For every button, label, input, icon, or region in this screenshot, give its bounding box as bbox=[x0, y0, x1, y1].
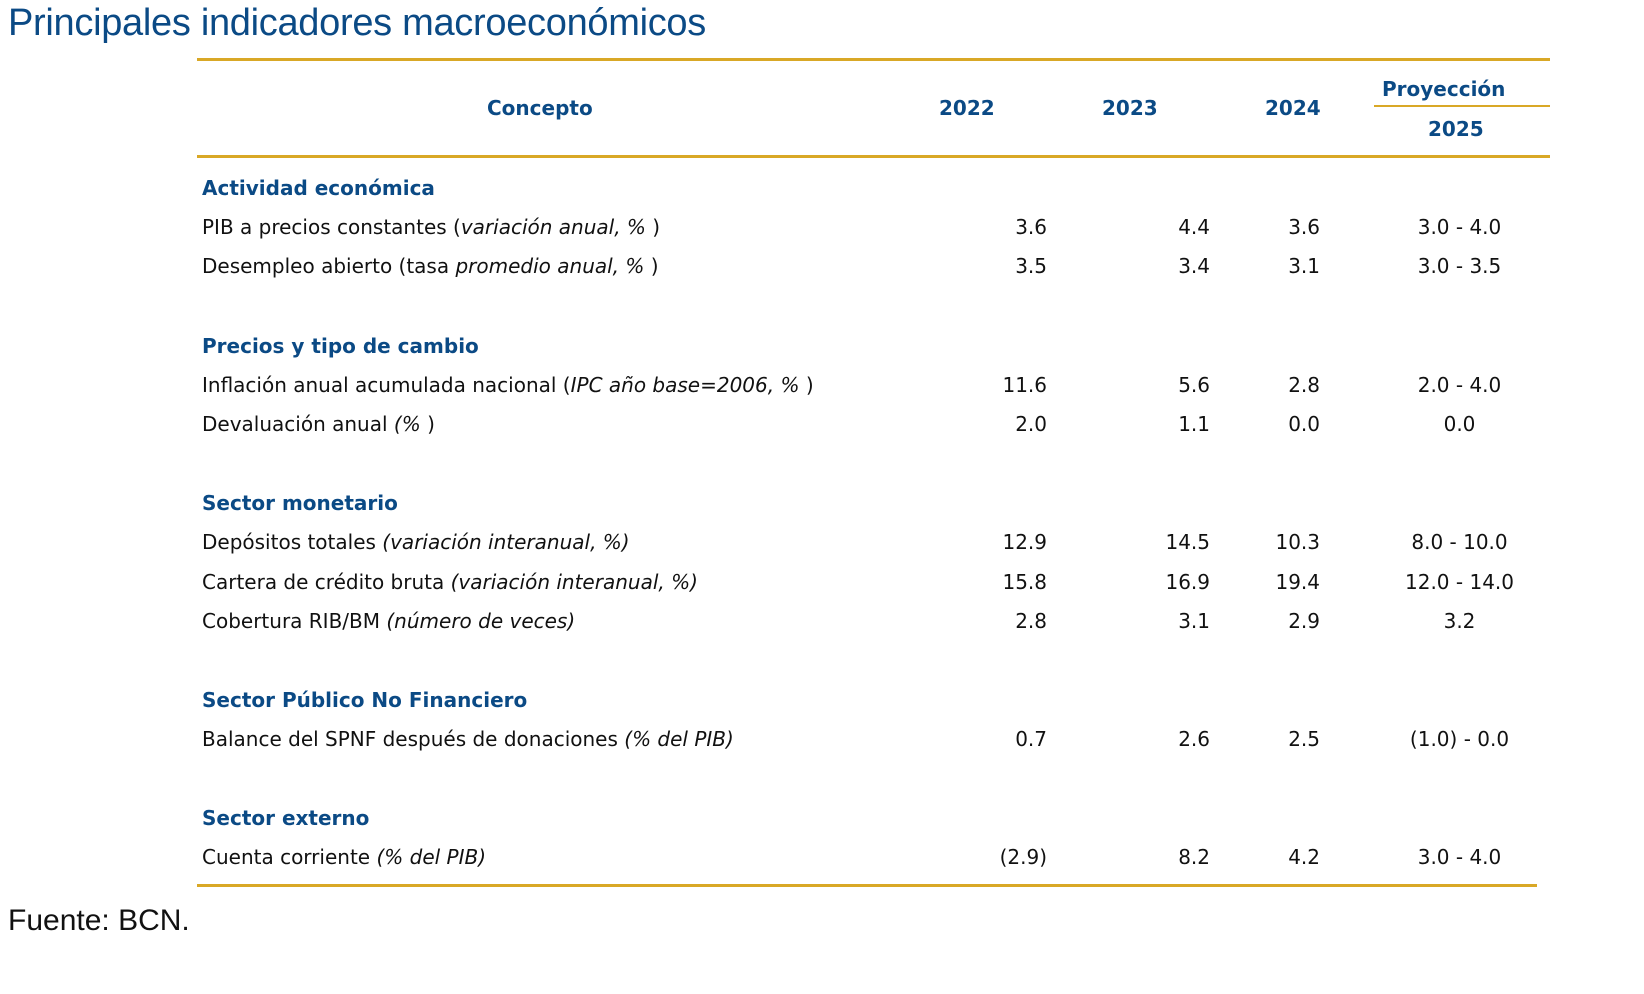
projection-header-rule bbox=[1374, 105, 1550, 107]
cell-2023: 5.6 bbox=[1178, 373, 1210, 397]
cell-2025: 0.0 bbox=[1443, 412, 1476, 436]
table-row: Desempleo abierto (tasa promedio anual, … bbox=[197, 254, 1550, 284]
cell-2025: (1.0) - 0.0 bbox=[1409, 727, 1510, 751]
cell-2022: 2.8 bbox=[1015, 609, 1047, 633]
section-title: Sector externo bbox=[202, 806, 370, 830]
table-bottom-rule bbox=[197, 884, 1537, 887]
column-header-concepto: Concepto bbox=[487, 96, 593, 120]
row-label: Cuenta corriente (% del PIB) bbox=[202, 845, 487, 869]
section-title: Sector Público No Financiero bbox=[202, 688, 528, 712]
source-note: Fuente: BCN. bbox=[8, 904, 190, 937]
table-row: Inflación anual acumulada nacional (IPC … bbox=[197, 373, 1550, 403]
cell-2024: 0.0 bbox=[1288, 412, 1320, 436]
cell-2025: 2.0 - 4.0 bbox=[1417, 373, 1502, 397]
section-title: Precios y tipo de cambio bbox=[202, 334, 479, 358]
section-header-sector-monetario: Sector monetario bbox=[197, 491, 1550, 521]
section-header-actividad-economica: Actividad económica bbox=[197, 176, 1550, 206]
cell-2023: 8.2 bbox=[1178, 845, 1210, 869]
cell-2024: 2.9 bbox=[1288, 609, 1320, 633]
cell-2023: 1.1 bbox=[1178, 412, 1210, 436]
cell-2024: 2.5 bbox=[1288, 727, 1320, 751]
table-row: Depósitos totales (variación interanual,… bbox=[197, 530, 1550, 560]
section-header-precios-tipo-cambio: Precios y tipo de cambio bbox=[197, 334, 1550, 364]
cell-2025: 3.0 - 4.0 bbox=[1417, 215, 1502, 239]
row-label: Balance del SPNF después de donaciones (… bbox=[202, 727, 734, 751]
column-header-2022: 2022 bbox=[939, 96, 995, 120]
table-row: Devaluación anual (% ) 2.0 1.1 0.0 0.0 bbox=[197, 412, 1550, 442]
table-row: Cuenta corriente (% del PIB) (2.9) 8.2 4… bbox=[197, 845, 1550, 875]
table-row: Cartera de crédito bruta (variación inte… bbox=[197, 570, 1550, 600]
section-header-sector-publico-no-financiero: Sector Público No Financiero bbox=[197, 688, 1550, 718]
cell-2023: 16.9 bbox=[1165, 570, 1210, 594]
section-title: Sector monetario bbox=[202, 491, 398, 515]
section-title: Actividad económica bbox=[202, 176, 435, 200]
cell-2025: 8.0 - 10.0 bbox=[1411, 530, 1508, 554]
cell-2024: 4.2 bbox=[1288, 845, 1320, 869]
row-label: Depósitos totales (variación interanual,… bbox=[202, 530, 630, 554]
cell-2025: 12.0 - 14.0 bbox=[1405, 570, 1514, 594]
cell-2023: 2.6 bbox=[1178, 727, 1210, 751]
table-top-rule bbox=[197, 58, 1550, 61]
row-label: Cobertura RIB/BM (número de veces) bbox=[202, 609, 576, 633]
cell-2023: 14.5 bbox=[1165, 530, 1210, 554]
cell-2022: 12.9 bbox=[1002, 530, 1047, 554]
cell-2025: 3.0 - 4.0 bbox=[1417, 845, 1502, 869]
cell-2023: 3.1 bbox=[1178, 609, 1210, 633]
cell-2025: 3.0 - 3.5 bbox=[1417, 254, 1502, 278]
row-label: Cartera de crédito bruta (variación inte… bbox=[202, 570, 698, 594]
cell-2024: 3.6 bbox=[1288, 215, 1320, 239]
row-label: Desempleo abierto (tasa promedio anual, … bbox=[202, 254, 659, 278]
column-header-2025: 2025 bbox=[1428, 117, 1484, 141]
header-bottom-rule bbox=[197, 155, 1550, 158]
cell-2023: 3.4 bbox=[1178, 254, 1210, 278]
cell-2024: 19.4 bbox=[1275, 570, 1320, 594]
table-row: Cobertura RIB/BM (número de veces) 2.8 3… bbox=[197, 609, 1550, 639]
column-group-header-proyeccion: Proyección bbox=[1382, 77, 1506, 101]
cell-2025: 3.2 bbox=[1443, 609, 1476, 633]
table-row: PIB a precios constantes (variación anua… bbox=[197, 215, 1550, 245]
cell-2024: 2.8 bbox=[1288, 373, 1320, 397]
row-label: Devaluación anual (% ) bbox=[202, 412, 435, 436]
cell-2024: 3.1 bbox=[1288, 254, 1320, 278]
row-label: Inflación anual acumulada nacional (IPC … bbox=[202, 373, 814, 397]
cell-2022: 11.6 bbox=[1002, 373, 1047, 397]
cell-2024: 10.3 bbox=[1275, 530, 1320, 554]
cell-2022: 2.0 bbox=[1015, 412, 1047, 436]
section-header-sector-externo: Sector externo bbox=[197, 806, 1550, 836]
cell-2022: (2.9) bbox=[999, 845, 1047, 869]
cell-2022: 0.7 bbox=[1015, 727, 1047, 751]
row-label: PIB a precios constantes (variación anua… bbox=[202, 215, 661, 239]
column-header-2024: 2024 bbox=[1265, 96, 1321, 120]
cell-2022: 3.6 bbox=[1015, 215, 1047, 239]
page-title: Principales indicadores macroeconómicos bbox=[8, 2, 706, 44]
column-header-2023: 2023 bbox=[1102, 96, 1158, 120]
table-row: Balance del SPNF después de donaciones (… bbox=[197, 727, 1550, 757]
cell-2023: 4.4 bbox=[1178, 215, 1210, 239]
cell-2022: 15.8 bbox=[1002, 570, 1047, 594]
cell-2022: 3.5 bbox=[1015, 254, 1047, 278]
